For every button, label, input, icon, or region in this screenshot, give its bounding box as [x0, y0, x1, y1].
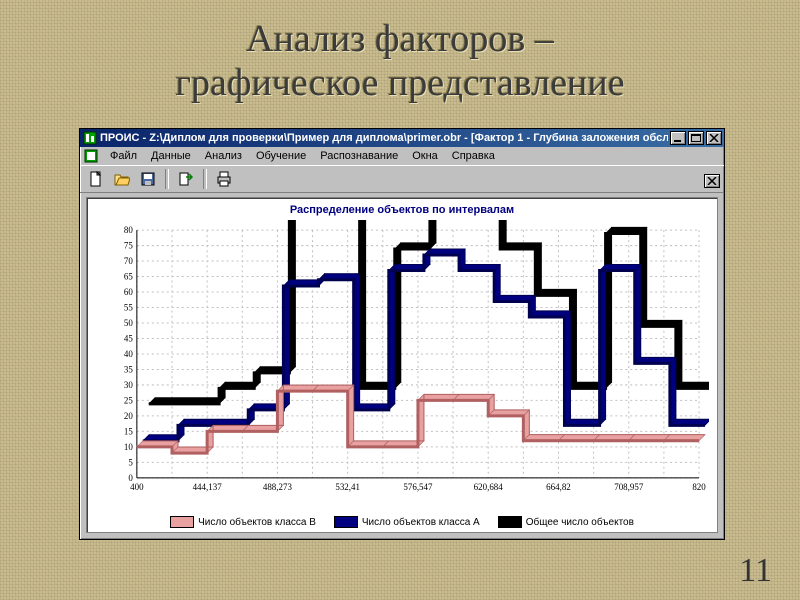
svg-text:444,137: 444,137	[193, 482, 223, 492]
toolbar-separator	[203, 169, 207, 189]
menu-данные[interactable]: Данные	[145, 149, 197, 163]
legend-item: Число объектов класса B	[170, 516, 316, 528]
slide-title-line2: графическое представление	[175, 62, 624, 104]
svg-text:65: 65	[124, 272, 133, 282]
legend-label: Число объектов класса A	[362, 517, 480, 528]
menu-окна[interactable]: Окна	[406, 149, 444, 163]
svg-text:488,273: 488,273	[263, 482, 293, 492]
menu-справка[interactable]: Справка	[446, 149, 501, 163]
svg-text:25: 25	[124, 395, 133, 405]
legend-item: Общее число объектов	[498, 516, 634, 528]
svg-text:45: 45	[124, 333, 133, 343]
svg-text:50: 50	[124, 318, 133, 328]
svg-text:40: 40	[124, 349, 133, 359]
chart-title: Распределение объектов по интервалам	[87, 204, 717, 216]
slide-title: Анализ факторов – графическое представле…	[0, 18, 800, 105]
mdi-close-button[interactable]	[704, 174, 720, 188]
toolbar-separator	[165, 169, 169, 189]
window-title: ПРОИС - Z:\Диплом для проверки\Пример дл…	[100, 132, 668, 144]
svg-text:15: 15	[124, 426, 133, 436]
legend-label: Общее число объектов	[526, 517, 634, 528]
close-button[interactable]	[706, 131, 722, 145]
legend-item: Число объектов класса A	[334, 516, 480, 528]
svg-text:576,547: 576,547	[403, 482, 433, 492]
svg-text:10: 10	[124, 442, 133, 452]
new-button[interactable]	[84, 167, 108, 191]
svg-text:20: 20	[124, 411, 133, 421]
page-number: 11	[739, 552, 772, 590]
svg-text:35: 35	[124, 364, 133, 374]
svg-text:400: 400	[130, 482, 144, 492]
menubar: ФайлДанныеАнализОбучениеРаспознаваниеОкн…	[80, 147, 724, 165]
menu-распознавание[interactable]: Распознавание	[314, 149, 404, 163]
toolbar	[80, 165, 724, 193]
svg-text:5: 5	[128, 457, 133, 467]
svg-text:80: 80	[124, 225, 133, 235]
export-button[interactable]	[174, 167, 198, 191]
titlebar[interactable]: ПРОИС - Z:\Диплом для проверки\Пример дл…	[80, 129, 724, 147]
minimize-button[interactable]	[670, 131, 686, 145]
svg-text:620,684: 620,684	[474, 482, 504, 492]
save-button[interactable]	[136, 167, 160, 191]
slide-title-line1: Анализ факторов –	[246, 18, 554, 60]
menu-обучение[interactable]: Обучение	[250, 149, 312, 163]
chart-panel: Распределение объектов по интервалам 051…	[86, 197, 718, 533]
doc-icon	[84, 149, 98, 163]
menu-анализ[interactable]: Анализ	[199, 149, 248, 163]
svg-text:75: 75	[124, 241, 133, 251]
svg-text:820: 820	[692, 482, 706, 492]
document-area: Распределение объектов по интервалам 051…	[84, 195, 720, 535]
print-button[interactable]	[212, 167, 236, 191]
svg-text:532,41: 532,41	[335, 482, 360, 492]
menu-файл[interactable]: Файл	[104, 149, 143, 163]
chart-plot: 05101520253035404550556065707580400444,1…	[95, 220, 709, 498]
svg-text:55: 55	[124, 302, 133, 312]
legend-label: Число объектов класса B	[198, 517, 316, 528]
app-window: ПРОИС - Z:\Диплом для проверки\Пример дл…	[79, 128, 725, 540]
legend-swatch	[334, 516, 358, 528]
svg-text:70: 70	[124, 256, 133, 266]
svg-text:664,82: 664,82	[546, 482, 571, 492]
svg-text:708,957: 708,957	[614, 482, 644, 492]
chart-legend: Число объектов класса B Число объектов кл…	[87, 516, 717, 528]
app-icon	[83, 131, 97, 145]
maximize-button[interactable]	[688, 131, 704, 145]
legend-swatch	[498, 516, 522, 528]
svg-text:30: 30	[124, 380, 133, 390]
svg-text:60: 60	[124, 287, 133, 297]
legend-swatch	[170, 516, 194, 528]
open-button[interactable]	[110, 167, 134, 191]
